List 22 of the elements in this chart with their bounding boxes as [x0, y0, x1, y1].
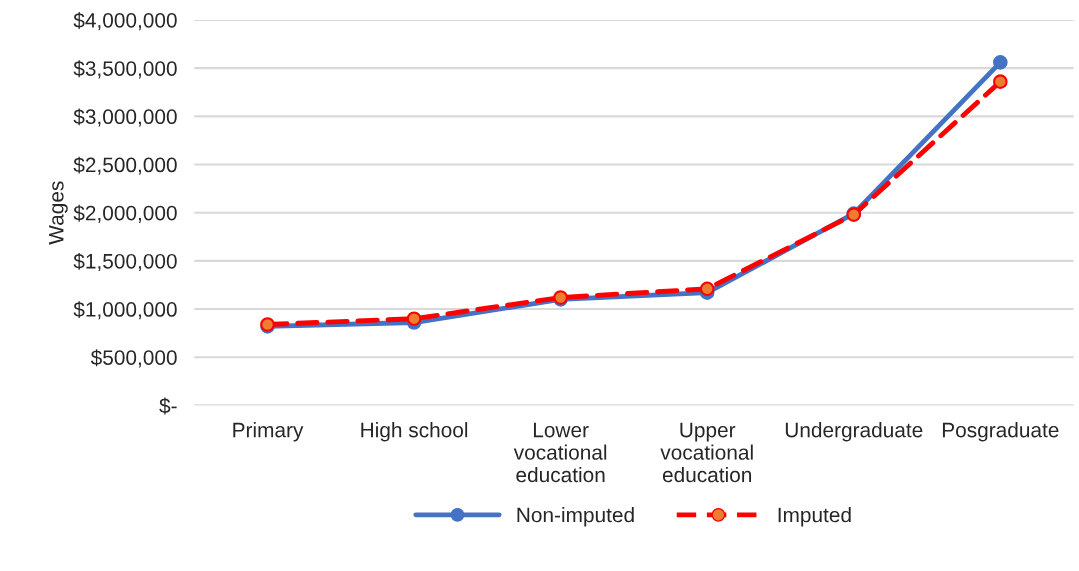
x-tick-label: Posgraduate — [942, 422, 1059, 442]
y-tick-label: $1,000,000 — [73, 301, 177, 320]
y-tick-label: $4,000,000 — [73, 12, 177, 31]
y-tick-label: $3,000,000 — [73, 108, 177, 127]
x-tick-label: Lower vocational education — [513, 422, 607, 483]
y-axis-title: Wages — [49, 181, 68, 245]
y-tick-label: $500,000 — [90, 349, 177, 368]
x-tick-label: Upper vocational education — [660, 422, 753, 483]
y-tick-label: $2,000,000 — [73, 204, 177, 223]
point — [993, 55, 1008, 70]
legend-label: Non-imputed — [517, 507, 634, 527]
y-tick-label: $1,500,000 — [73, 253, 177, 272]
x-tick-label: Undergraduate — [785, 422, 923, 442]
y-tick-label: $- — [159, 397, 177, 415]
x-tick-label: High school — [361, 422, 468, 442]
point — [699, 281, 715, 297]
legend-label: Imputed — [778, 507, 851, 527]
y-tick-label: $3,500,000 — [73, 60, 177, 79]
point — [406, 311, 422, 326]
point — [993, 74, 1008, 89]
x-tick-label: Primary — [233, 422, 304, 442]
y-tick-label: $2,500,000 — [73, 156, 177, 175]
